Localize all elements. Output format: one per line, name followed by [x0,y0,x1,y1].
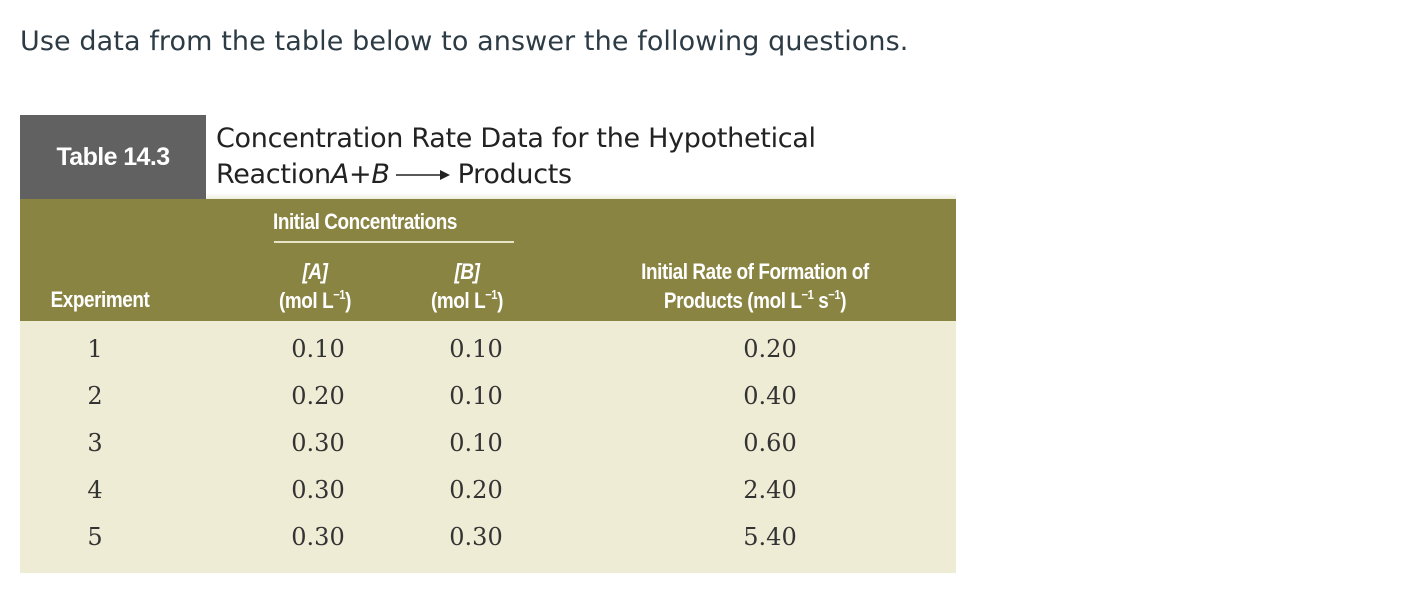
header-a-symbol: [A] [302,259,328,284]
header-b-unit: (mol L−1) [411,286,523,315]
cell-b: 0.10 [449,382,503,410]
header-a-unit-close: ) [345,288,351,313]
table-header: Initial Concentrations Experiment [A] (m… [20,199,956,321]
header-rate-unit-text: Products (mol L [663,288,802,313]
cell-a: 0.30 [291,429,345,457]
header-a-unit: (mol L−1) [259,286,371,315]
header-b-unit-text: (mol L [431,288,486,313]
caption-divider [206,193,956,199]
header-initial-rate: Initial Rate of Formation of Products (m… [613,257,897,315]
data-table-figure: Table 14.3 Concentration Rate Data for t… [20,115,956,573]
header-group-underline [274,241,514,243]
table-number-label: Table 14.3 [20,115,206,199]
cell-b: 0.20 [449,476,503,504]
caption-reactant-a: A [330,159,350,190]
caption-products: Products [457,159,572,190]
table-body: 1 0.10 0.10 0.20 2 0.20 0.10 0.40 3 0.30… [20,321,956,573]
cell-a: 0.30 [291,523,345,551]
caption-reactant-b: B [371,159,390,190]
cell-b: 0.10 [449,335,503,363]
cell-experiment: 3 [87,429,103,457]
caption-line-2: Reaction A + B Products [216,157,816,193]
cell-a: 0.30 [291,476,345,504]
table-row: 5 0.30 0.30 5.40 [20,523,956,569]
cell-a: 0.10 [291,335,345,363]
table-row: 1 0.10 0.10 0.20 [20,335,956,381]
header-rate-line-2: Products (mol L−1 s−1) [613,286,897,315]
header-rate-line-1: Initial Rate of Formation of [641,259,869,284]
reaction-arrow-icon [395,170,450,180]
header-rate-unit-close: ) [840,288,847,313]
header-a-unit-text: (mol L [279,288,334,313]
header-b-symbol: [B] [454,259,480,284]
cell-rate: 0.40 [743,382,797,410]
cell-a: 0.20 [291,382,345,410]
cell-rate: 5.40 [743,523,797,551]
cell-rate: 0.20 [743,335,797,363]
header-b-unit-close: ) [497,288,503,313]
header-b-concentration: [B] (mol L−1) [411,257,523,315]
header-experiment: Experiment [50,287,150,312]
cell-experiment: 4 [87,476,103,504]
header-initial-concentrations: Initial Concentrations [273,209,457,234]
header-rate-exponent-1: −1 [801,287,814,302]
cell-experiment: 1 [87,335,103,363]
cell-rate: 2.40 [743,476,797,504]
cell-experiment: 5 [87,523,103,551]
table-row: 4 0.30 0.20 2.40 [20,476,956,522]
table-caption: Concentration Rate Data for the Hypothet… [216,121,816,193]
cell-experiment: 2 [87,382,103,410]
question-text: Use data from the table below to answer … [20,26,909,57]
header-b-unit-exponent: −1 [485,287,498,302]
table-row: 3 0.30 0.10 0.60 [20,429,956,475]
header-rate-unit-s: s [813,288,829,313]
caption-line-1: Concentration Rate Data for the Hypothet… [216,123,816,154]
header-a-unit-exponent: −1 [333,287,346,302]
caption-reaction-word: Reaction [216,159,331,190]
table-row: 2 0.20 0.10 0.40 [20,382,956,428]
cell-b: 0.10 [449,429,503,457]
header-rate-exponent-2: −1 [828,287,841,302]
cell-b: 0.30 [449,523,503,551]
header-a-concentration: [A] (mol L−1) [259,257,371,315]
caption-plus: + [349,159,372,190]
cell-rate: 0.60 [743,429,797,457]
